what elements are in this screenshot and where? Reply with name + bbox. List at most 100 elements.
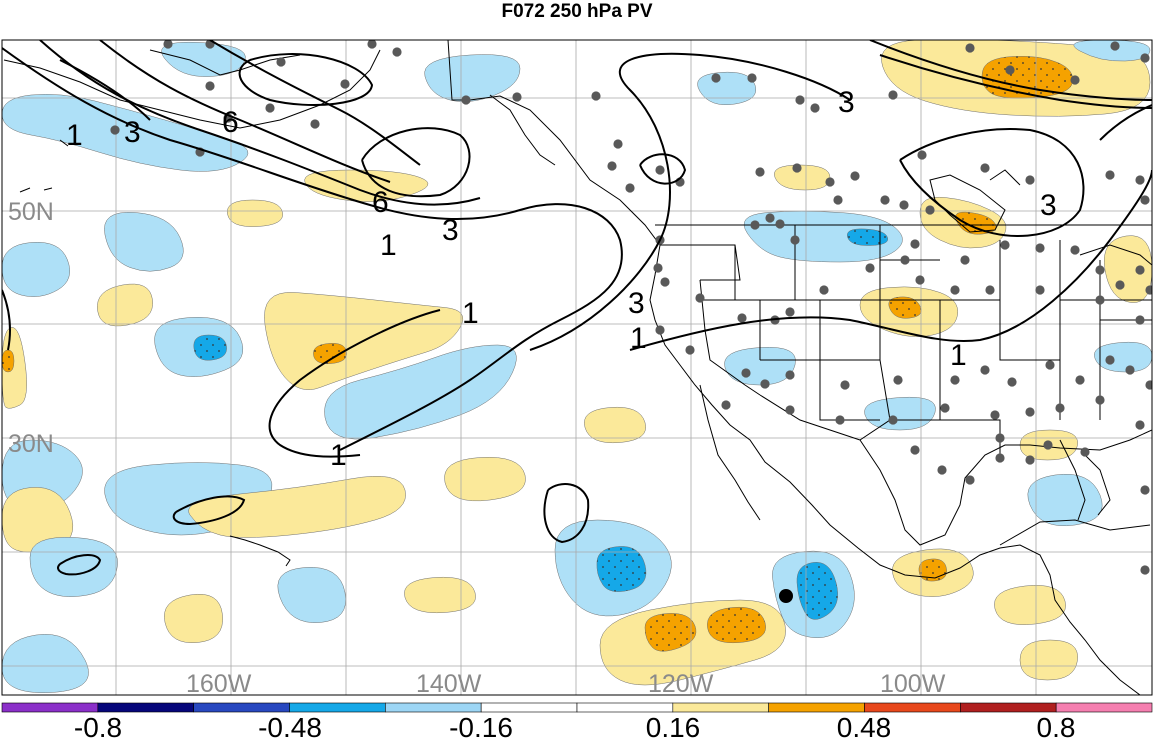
station-marker bbox=[110, 125, 120, 135]
station-marker bbox=[1105, 170, 1115, 180]
station-marker bbox=[653, 263, 663, 273]
station-marker bbox=[276, 57, 286, 67]
station-marker bbox=[819, 285, 829, 295]
stipple-area bbox=[796, 562, 838, 620]
negative-anomaly-area bbox=[424, 54, 521, 102]
negative-anomaly-area bbox=[864, 396, 936, 431]
negative-anomaly-area bbox=[697, 71, 757, 105]
station-marker bbox=[1000, 240, 1010, 250]
positive-anomaly-area bbox=[404, 576, 476, 614]
station-markers bbox=[110, 40, 1152, 575]
colorbar-swatch bbox=[1, 702, 99, 713]
contour-label: 1 bbox=[950, 339, 967, 372]
station-marker bbox=[1135, 175, 1145, 185]
colorbar-tick-label: 0.48 bbox=[837, 712, 892, 739]
station-marker bbox=[1140, 485, 1150, 495]
station-marker bbox=[265, 103, 275, 113]
positive-anomaly-area bbox=[2, 487, 74, 553]
lat-label: 50N bbox=[8, 198, 54, 226]
positive-anomaly-area bbox=[97, 283, 153, 327]
station-marker bbox=[765, 213, 775, 223]
station-marker bbox=[1070, 245, 1080, 255]
negative-anomaly-area bbox=[2, 634, 89, 693]
station-marker bbox=[1135, 420, 1145, 430]
station-marker bbox=[721, 400, 731, 410]
station-marker bbox=[1045, 360, 1055, 370]
station-marker bbox=[893, 375, 903, 385]
stipple-area bbox=[847, 228, 888, 246]
negative-anomaly-area bbox=[324, 344, 517, 440]
colorbar-tick-label: 0.8 bbox=[1037, 712, 1076, 739]
axis-labels: 50N 30N 160W 140W 120W 100W bbox=[8, 198, 946, 698]
station-marker bbox=[950, 285, 960, 295]
station-marker bbox=[840, 380, 850, 390]
station-marker bbox=[888, 415, 898, 425]
station-marker bbox=[737, 313, 747, 323]
negative-anomaly-area bbox=[1073, 40, 1151, 62]
station-marker bbox=[888, 90, 898, 100]
station-marker bbox=[835, 415, 845, 425]
negative-anomaly-area bbox=[2, 94, 249, 172]
station-marker bbox=[1035, 243, 1045, 253]
station-marker bbox=[833, 195, 843, 205]
station-marker bbox=[825, 177, 835, 187]
station-marker bbox=[915, 275, 925, 285]
positive-anomaly-area bbox=[774, 164, 831, 191]
station-marker bbox=[613, 139, 623, 149]
station-marker bbox=[340, 79, 350, 89]
station-marker bbox=[655, 325, 665, 335]
station-marker bbox=[995, 453, 1005, 463]
map-title: F072 250 hPa PV bbox=[501, 1, 653, 22]
station-marker bbox=[1095, 295, 1105, 305]
contour-label: 3 bbox=[838, 86, 855, 119]
station-marker bbox=[1125, 365, 1135, 375]
stipple-area bbox=[313, 343, 347, 364]
station-marker bbox=[899, 200, 909, 210]
station-marker bbox=[1025, 407, 1035, 417]
station-marker bbox=[1135, 265, 1145, 275]
colorbar-swatch bbox=[480, 702, 578, 713]
station-marker bbox=[392, 47, 402, 57]
station-marker bbox=[1140, 195, 1150, 205]
station-marker bbox=[785, 370, 795, 380]
contour-label: 1 bbox=[380, 229, 397, 262]
contour-label: 1 bbox=[66, 119, 83, 152]
station-marker bbox=[785, 307, 795, 317]
station-marker bbox=[741, 368, 751, 378]
station-marker bbox=[995, 433, 1005, 443]
station-marker bbox=[655, 165, 665, 175]
station-marker bbox=[1080, 447, 1090, 457]
negative-anomaly-area bbox=[1027, 473, 1103, 527]
contour-labels: 1 3 6 6 3 1 1 1 3 1 3 1 3 3 bbox=[66, 86, 1057, 472]
stipple-area bbox=[888, 296, 922, 319]
station-marker bbox=[607, 161, 617, 171]
station-marker bbox=[1135, 315, 1145, 325]
marker-dot bbox=[779, 589, 793, 603]
station-marker bbox=[785, 405, 795, 415]
contour-label: 3 bbox=[1040, 189, 1057, 222]
lon-label: 160W bbox=[186, 670, 252, 698]
station-marker bbox=[1140, 53, 1150, 63]
station-marker bbox=[917, 150, 927, 160]
station-marker bbox=[880, 195, 890, 205]
colorbar-swatch bbox=[768, 702, 865, 713]
contour-label: 3 bbox=[442, 214, 459, 247]
negative-anomaly-area bbox=[104, 212, 184, 272]
station-marker bbox=[747, 73, 757, 83]
station-marker bbox=[1055, 403, 1065, 413]
colorbar-swatch bbox=[289, 702, 386, 713]
station-marker bbox=[685, 345, 695, 355]
colorbar-swatch bbox=[385, 702, 482, 713]
colorbar-swatch bbox=[864, 702, 961, 713]
station-marker bbox=[163, 40, 173, 49]
contour-label: 3 bbox=[628, 287, 645, 320]
station-marker bbox=[980, 365, 990, 375]
station-marker bbox=[937, 465, 947, 475]
state-borders bbox=[655, 224, 1152, 460]
contour-label: 6 bbox=[372, 186, 389, 219]
pv-anomaly-shading bbox=[2, 40, 1152, 693]
lat-label: 30N bbox=[8, 430, 54, 458]
station-marker bbox=[1025, 175, 1035, 185]
contour-label: 3 bbox=[124, 116, 141, 149]
